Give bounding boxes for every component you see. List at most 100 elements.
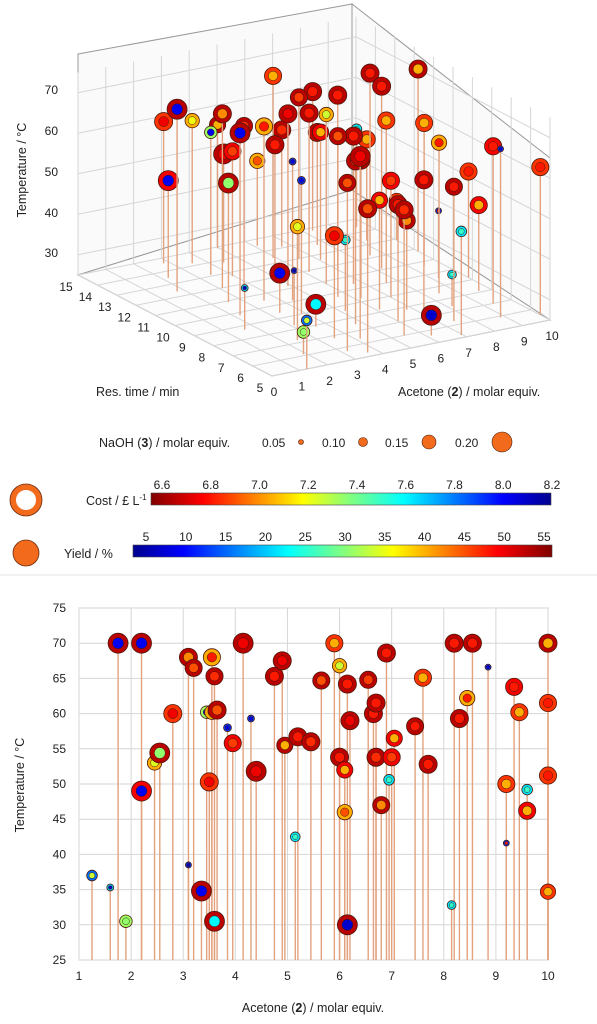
data-point (418, 754, 438, 774)
yield-core (486, 665, 490, 670)
yield-core (514, 707, 525, 718)
data-point (191, 880, 212, 902)
yield-core (364, 67, 376, 79)
colorbar-tick-label: 7.2 (300, 478, 317, 492)
data-point (447, 269, 457, 280)
yield-core (250, 765, 262, 778)
acetone-tick-label: 8 (493, 340, 500, 354)
data-point (184, 113, 200, 129)
data-point (107, 632, 129, 654)
floor-grid-line (213, 289, 492, 347)
data-point (462, 633, 482, 653)
z-tick: 40 (45, 206, 59, 220)
cost-ring-icon (10, 484, 42, 516)
y-tick-label: 70 (53, 636, 67, 650)
x-axis-label: Acetone (2) / molar equiv. (242, 1001, 384, 1015)
acetone-tick-label: 4 (382, 363, 389, 377)
data-point (106, 883, 115, 892)
data-point (406, 717, 425, 736)
yield-core (422, 759, 434, 770)
data-point (199, 772, 219, 792)
yield-core (276, 655, 288, 667)
y-axis-label: Temperature / °C (13, 738, 27, 833)
data-point (446, 900, 457, 910)
data-point (372, 76, 392, 96)
yield-core (299, 177, 304, 183)
data-point (459, 690, 476, 707)
yield-core (370, 752, 382, 763)
colorbar-tick-label: 8.0 (495, 478, 512, 492)
data-point (497, 775, 516, 794)
colorbar-tick-label: 25 (299, 530, 313, 544)
data-point (444, 177, 463, 196)
y-tick-label: 45 (53, 812, 67, 826)
y-tick-label: 60 (53, 707, 67, 721)
yield-core (543, 698, 553, 709)
data-point (336, 761, 354, 779)
x-tick-label: 2 (128, 969, 135, 983)
data-point (328, 85, 348, 105)
z-axis-ticks: 70 60 50 40 30 (45, 83, 59, 260)
acetone-tick-label: 6 (437, 351, 444, 365)
data-point (269, 262, 291, 284)
data-point (360, 63, 380, 83)
data-point (223, 723, 232, 733)
yield-core (329, 230, 340, 241)
acetone-tick-label: 1 (298, 379, 305, 393)
yield-core (463, 166, 474, 177)
x-tick-label: 4 (232, 969, 239, 983)
acetone-tick-label: 2 (326, 374, 333, 388)
data-point (377, 111, 396, 130)
yield-core (354, 150, 366, 163)
colorbar-tick-label: 7.4 (349, 478, 366, 492)
yield-core (329, 638, 340, 649)
res-time-tick-label: 13 (98, 300, 112, 314)
yield-core (418, 174, 430, 186)
data-point (166, 98, 188, 120)
data-point (415, 113, 434, 132)
yield-core (303, 317, 310, 324)
data-point (420, 304, 442, 326)
colorbar-tick-label: 50 (498, 530, 512, 544)
data-point (303, 82, 323, 102)
yield-core (362, 203, 373, 214)
x-tick-label: 9 (493, 969, 500, 983)
yield-core (315, 127, 326, 137)
data-point (459, 162, 478, 181)
data-point (131, 780, 152, 802)
yield-colorbar-label: Yield / % (64, 547, 113, 561)
naoh-size-label: 0.05 (262, 436, 286, 450)
yield-core (448, 637, 460, 649)
yield-core (307, 86, 318, 97)
data-point (336, 804, 353, 821)
yield-core (293, 222, 302, 231)
yield-core (341, 919, 354, 931)
colorbar-tick-label: 7.0 (251, 478, 268, 492)
yield-core (332, 131, 343, 142)
data-point (185, 861, 192, 869)
acetone-axis-ticks: 0 1 2 3 4 5 6 7 8 9 10 (271, 329, 559, 399)
data-point (163, 704, 183, 724)
yield-core (209, 671, 220, 682)
data-point (223, 734, 242, 753)
yield-core (340, 765, 350, 775)
data-point (276, 736, 294, 754)
yield-core (237, 637, 249, 649)
data-point (510, 703, 529, 722)
data-point (484, 137, 503, 156)
data-point (469, 196, 488, 215)
floor-grid-line (252, 309, 531, 367)
yield-core (385, 776, 393, 783)
acetone-3d-axis-label: Acetone (2) / molar equiv. (398, 385, 540, 399)
yield-core (112, 637, 124, 649)
data-point (505, 677, 524, 696)
yield-core (303, 107, 315, 119)
data-point (502, 839, 510, 847)
y-tick-label: 65 (53, 671, 67, 685)
acetone-tick-label: 10 (545, 329, 559, 343)
yield-core (398, 204, 410, 216)
data-point (325, 634, 344, 653)
z-tick: 60 (45, 124, 59, 138)
res-time-tick-label: 11 (137, 320, 150, 334)
